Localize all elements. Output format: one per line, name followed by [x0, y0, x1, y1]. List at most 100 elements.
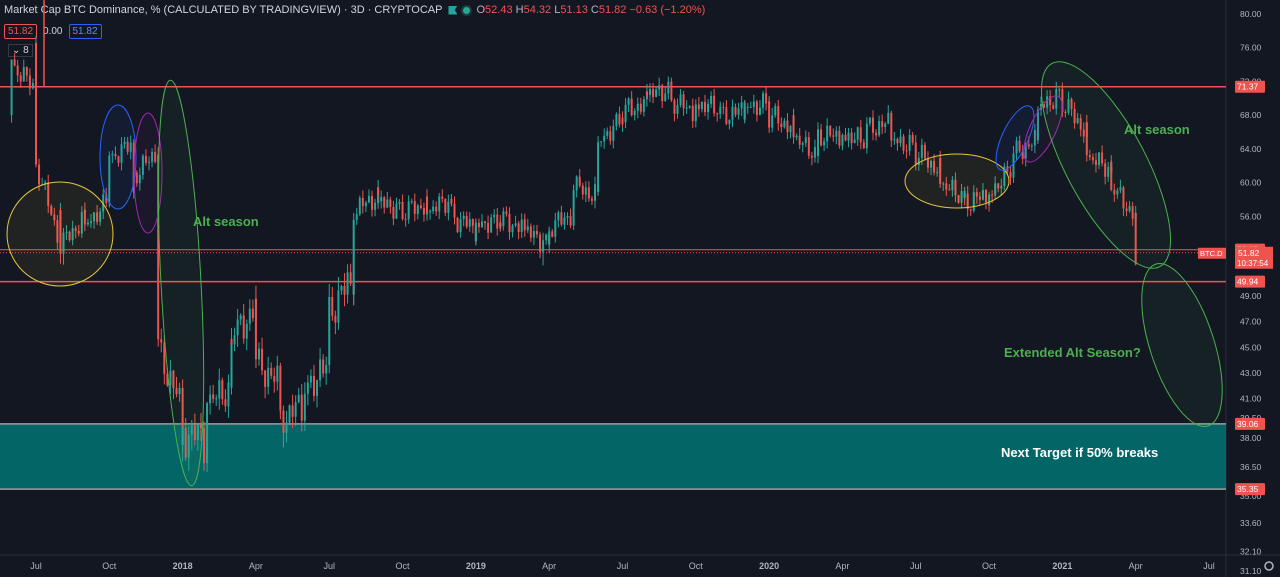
candle-body	[401, 210, 404, 219]
candle-body	[798, 135, 801, 145]
candle-body	[572, 190, 575, 193]
candle-body	[777, 106, 780, 124]
candle-body	[548, 231, 551, 245]
candle-body	[28, 75, 31, 89]
candle-body	[227, 382, 230, 407]
annotation-extended-alt-season: Extended Alt Season?	[1004, 345, 1141, 360]
candle-body	[1070, 99, 1073, 109]
candle-body	[138, 174, 141, 184]
candle-body	[303, 393, 306, 413]
x-tick-label: Oct	[396, 561, 411, 571]
y-tick-label: 60.00	[1240, 178, 1262, 188]
sell-button[interactable]: 51.82	[4, 24, 38, 39]
candle-body	[496, 214, 499, 229]
candle-body	[340, 286, 343, 291]
candle-body	[236, 319, 239, 336]
candle-body	[520, 219, 523, 233]
candle-body	[474, 222, 477, 242]
y-tick-label: 49.00	[1240, 291, 1262, 301]
yellow-ellipse-2020	[904, 153, 1010, 209]
candle-body	[719, 106, 722, 109]
candle-body	[108, 190, 111, 201]
gear-icon[interactable]	[1264, 561, 1274, 571]
candle-body	[441, 196, 444, 199]
candle-body	[126, 141, 129, 152]
market-status-icon	[463, 6, 471, 14]
candle-body	[768, 101, 771, 128]
spread-value: 0.00	[43, 26, 63, 37]
candle-body	[1003, 166, 1006, 186]
candle-body	[514, 223, 517, 226]
candle-body	[328, 297, 331, 331]
change-value: −0.63 (−1.20%)	[629, 4, 706, 16]
candle-body	[606, 131, 609, 136]
candle-body	[859, 127, 862, 143]
candle-body	[190, 425, 193, 435]
candle-body	[728, 119, 731, 124]
candle-body	[597, 165, 600, 192]
candle-body	[395, 203, 398, 219]
candle-body	[178, 387, 181, 395]
candle-body	[648, 89, 651, 96]
candle-body	[108, 155, 111, 191]
candle-body	[911, 134, 914, 143]
x-tick-label: Jul	[323, 561, 335, 571]
candle-body	[35, 42, 37, 165]
candle-body	[419, 205, 422, 208]
candle-body	[1085, 122, 1088, 156]
candle-body	[563, 217, 566, 225]
candle-body	[945, 183, 948, 190]
candle-body	[1030, 145, 1033, 147]
candle-body	[618, 114, 621, 125]
candle-body	[493, 214, 496, 218]
candle-body	[658, 85, 661, 90]
candle-body	[890, 128, 893, 141]
candle-body	[267, 367, 270, 387]
candle-body	[1113, 189, 1116, 195]
candle-body	[551, 231, 554, 237]
candle-body	[1012, 153, 1015, 167]
candle-body	[1033, 130, 1036, 146]
candle-body	[404, 218, 407, 220]
annotation-alt-season-2021: Alt season	[1124, 122, 1190, 137]
candle-body	[868, 117, 871, 124]
candle-body	[261, 348, 264, 371]
candle-body	[630, 98, 633, 116]
candle-body	[175, 388, 178, 395]
candle-body	[462, 215, 465, 220]
y-tick-label: 76.00	[1240, 43, 1262, 53]
buy-button[interactable]: 51.82	[68, 24, 102, 39]
candle-body	[309, 375, 312, 383]
candle-body	[1107, 166, 1110, 177]
y-tick-label: 36.50	[1240, 462, 1262, 472]
candle-body	[148, 161, 151, 163]
candle-body	[1018, 140, 1021, 152]
candle-body	[578, 176, 581, 186]
candle-body	[645, 91, 648, 96]
candle-body	[789, 126, 792, 133]
candle-body	[141, 155, 144, 175]
candle-body	[639, 103, 642, 112]
candle-body	[245, 323, 248, 339]
candle-body	[972, 192, 975, 211]
symbol-title[interactable]: Market Cap BTC Dominance, % (CALCULATED …	[4, 4, 443, 16]
candle-body	[587, 187, 590, 199]
candle-body	[203, 428, 206, 464]
x-tick-label: Jul	[1203, 561, 1215, 571]
purple-ellipse-2020	[1023, 95, 1063, 163]
flag-icon[interactable]	[448, 5, 458, 15]
trade-buttons: 51.82 0.00 51.82	[4, 24, 102, 39]
candle-body	[1094, 160, 1097, 165]
candle-body	[823, 141, 826, 146]
candle-body	[652, 89, 655, 97]
candle-body	[887, 112, 890, 124]
candle-body	[285, 422, 288, 433]
candle-body	[215, 398, 218, 400]
candle-body	[960, 191, 963, 203]
candle-body	[676, 105, 679, 114]
candle-body	[783, 120, 786, 128]
candle-body	[835, 130, 838, 137]
candle-body	[181, 387, 184, 421]
candle-body	[670, 88, 673, 101]
